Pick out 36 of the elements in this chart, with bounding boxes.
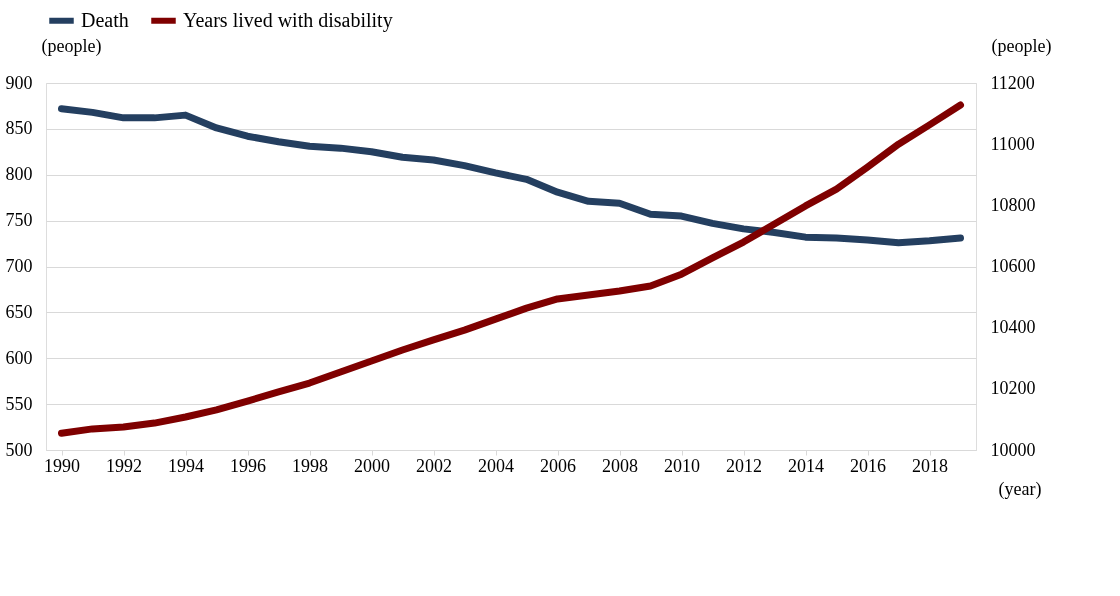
- x-tick-label: 2000: [354, 455, 390, 476]
- x-tick-label: 2006: [540, 455, 576, 476]
- legend-label: Death: [81, 8, 129, 31]
- x-axis-title: (year): [998, 478, 1042, 500]
- y2-tick-label: 10200: [990, 378, 1036, 399]
- y-tick-label: 800: [5, 164, 33, 185]
- y-tick-label: 600: [5, 347, 33, 368]
- x-tick-label: 1998: [292, 455, 328, 476]
- x-tick-label: 2002: [416, 455, 452, 476]
- x-tick-label: 2016: [850, 455, 886, 476]
- y-tick-label: 500: [5, 439, 33, 460]
- x-tick-label: 2018: [912, 455, 948, 476]
- y2-tick-label: 10000: [990, 439, 1036, 460]
- y-axis-title: (people): [41, 35, 102, 57]
- y-tick-label: 550: [5, 393, 33, 414]
- legend-label: Years lived with disability: [183, 8, 393, 32]
- y2-tick-label: 11200: [990, 72, 1035, 93]
- x-tick-label: 2014: [788, 455, 824, 476]
- y-tick-label: 750: [5, 210, 33, 231]
- x-tick-label: 2004: [478, 455, 514, 476]
- x-tick-label: 1996: [230, 455, 266, 476]
- y2-axis-title: (people): [991, 35, 1052, 57]
- y-tick-label: 700: [5, 256, 33, 276]
- x-tick-label: 2010: [664, 455, 700, 476]
- x-tick-label: 1990: [44, 455, 80, 476]
- y2-tick-label: 10400: [990, 317, 1036, 338]
- y2-tick-label: 11000: [990, 133, 1035, 154]
- x-tick-label: 1992: [106, 455, 142, 476]
- x-tick-label: 2008: [602, 455, 638, 476]
- x-tick-label: 2012: [726, 455, 762, 476]
- y-tick-label: 850: [5, 118, 33, 139]
- y-tick-label: 900: [5, 72, 33, 93]
- y2-tick-label: 10600: [990, 256, 1036, 276]
- x-tick-label: 1994: [168, 455, 204, 476]
- y2-tick-label: 10800: [990, 194, 1036, 215]
- y-tick-label: 650: [5, 301, 33, 322]
